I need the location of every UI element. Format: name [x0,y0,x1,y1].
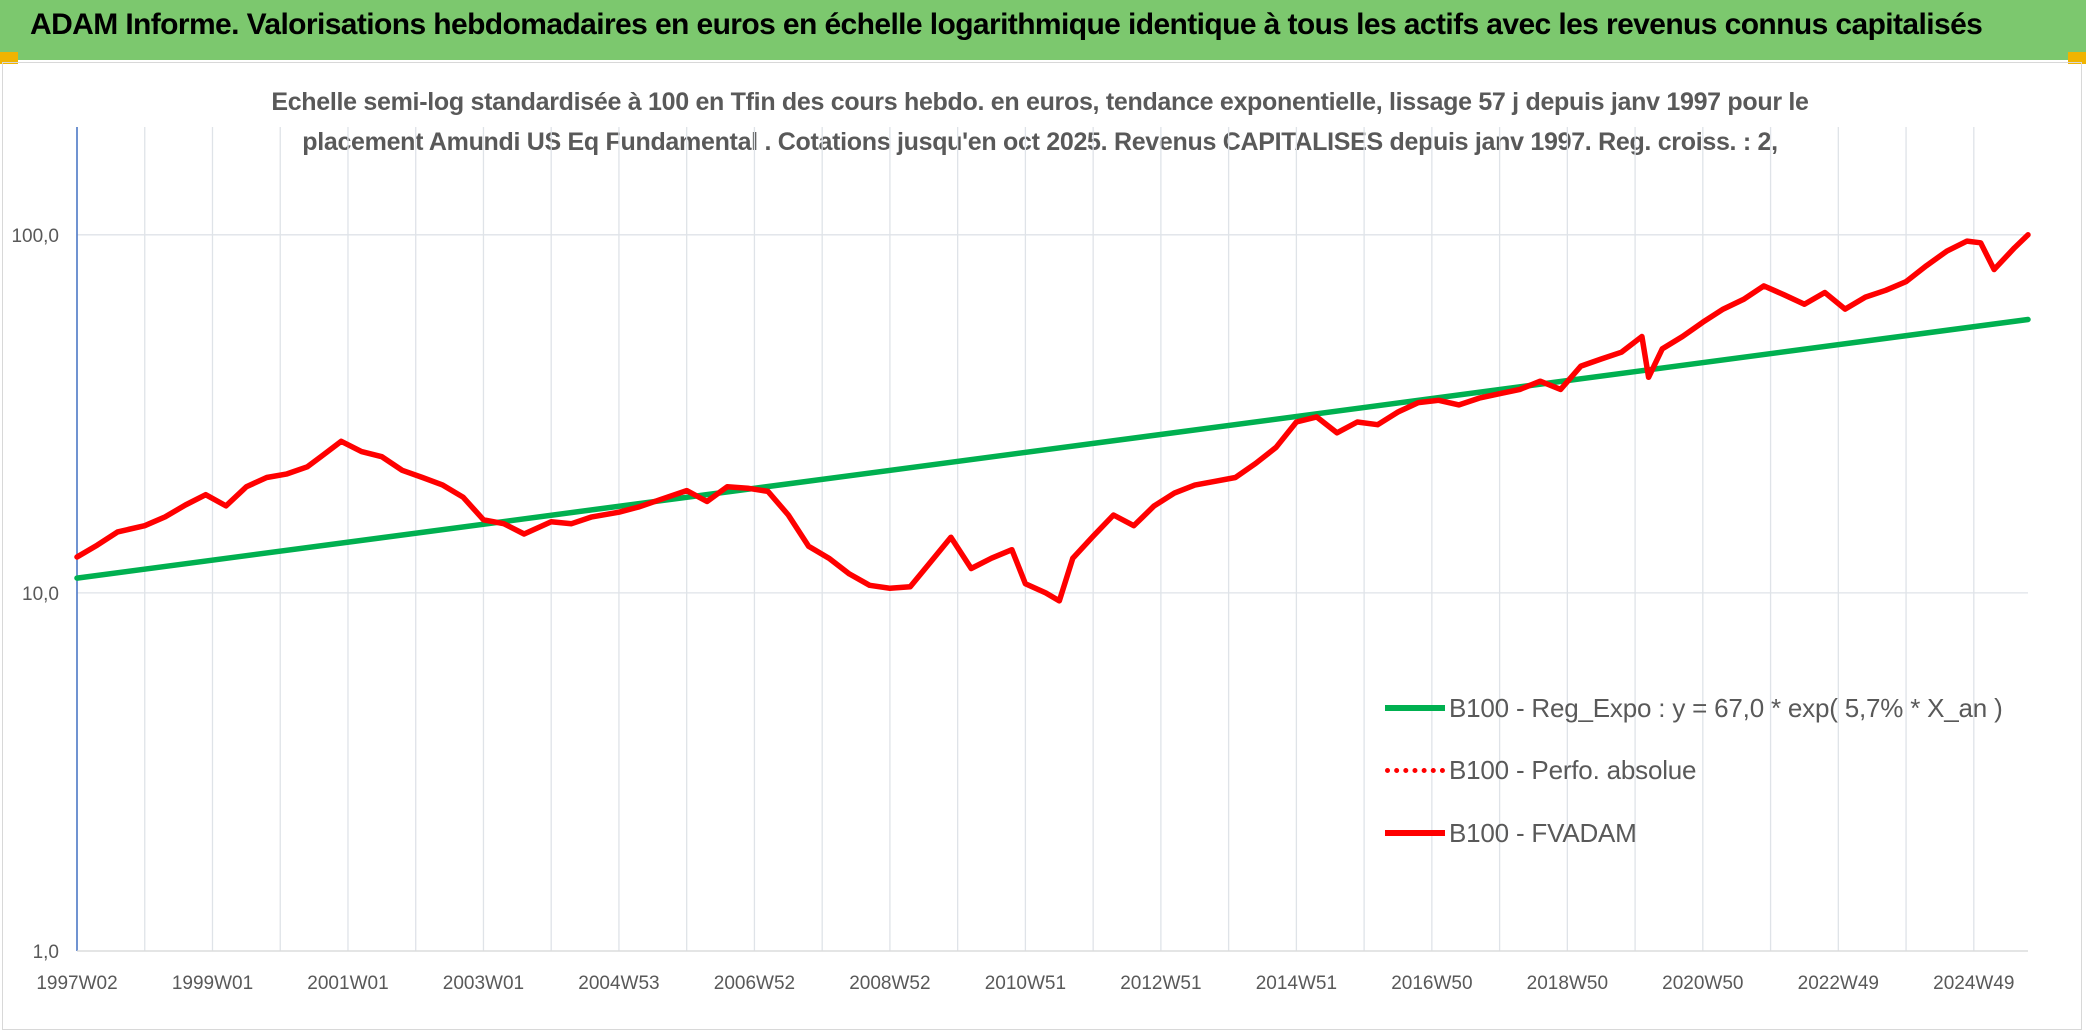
x-tick-label: 2018W50 [1527,973,1608,994]
y-tick-label: 100,0 [11,226,59,247]
y-tick-label: 1,0 [33,942,59,963]
fvadam-series-line [74,232,2031,604]
x-tick-label: 2020W50 [1662,973,1743,994]
legend-item-regression: B100 - Reg_Expo : y = 67,0 * exp( 5,7% *… [1385,688,2003,728]
legend-item-perfo-absolue: B100 - Perfo. absolue [1385,750,1696,790]
x-tick-label: 2012W51 [1120,973,1201,994]
legend-swatch-perfo-absolue [1385,767,1445,773]
y-tick-label: 10,0 [22,584,59,605]
x-tick-label: 1997W02 [36,973,117,994]
legend-label-regression: B100 - Reg_Expo : y = 67,0 * exp( 5,7% *… [1449,692,2003,723]
x-tick-label: 2006W52 [714,973,795,994]
header-banner: ADAM Informe. Valorisations hebdomadaire… [0,0,2086,60]
x-tick-label: 2008W52 [849,973,930,994]
chart-subtitle-line-1: Echelle semi-log standardisée à 100 en T… [271,88,1809,116]
corner-marker-left [0,52,18,64]
x-tick-label: 2022W49 [1798,973,1879,994]
x-tick-label: 2003W01 [443,973,524,994]
legend-swatch-fvadam [1385,830,1445,836]
x-tick-label: 1999W01 [172,973,253,994]
legend-label-fvadam: B100 - FVADAM [1449,817,1637,848]
x-tick-label: 2004W53 [578,973,659,994]
page-title: ADAM Informe. Valorisations hebdomadaire… [30,8,1983,41]
legend-swatch-regression [1385,705,1445,711]
x-tick-label: 2014W51 [1256,973,1337,994]
regression-trend-line [74,316,2031,581]
x-tick-label: 2010W51 [985,973,1066,994]
x-tick-label: 2016W50 [1391,973,1472,994]
chart-subtitle-line-2: placement Amundi US Eq Fundamental . Cot… [302,128,1778,156]
legend-label-perfo-absolue: B100 - Perfo. absolue [1449,754,1697,785]
corner-marker-right [2068,52,2086,64]
x-tick-label: 2024W49 [1933,973,2014,994]
chart-frame [2,62,2082,1030]
legend-item-fvadam: B100 - FVADAM [1385,813,1637,853]
x-tick-label: 2001W01 [307,973,388,994]
